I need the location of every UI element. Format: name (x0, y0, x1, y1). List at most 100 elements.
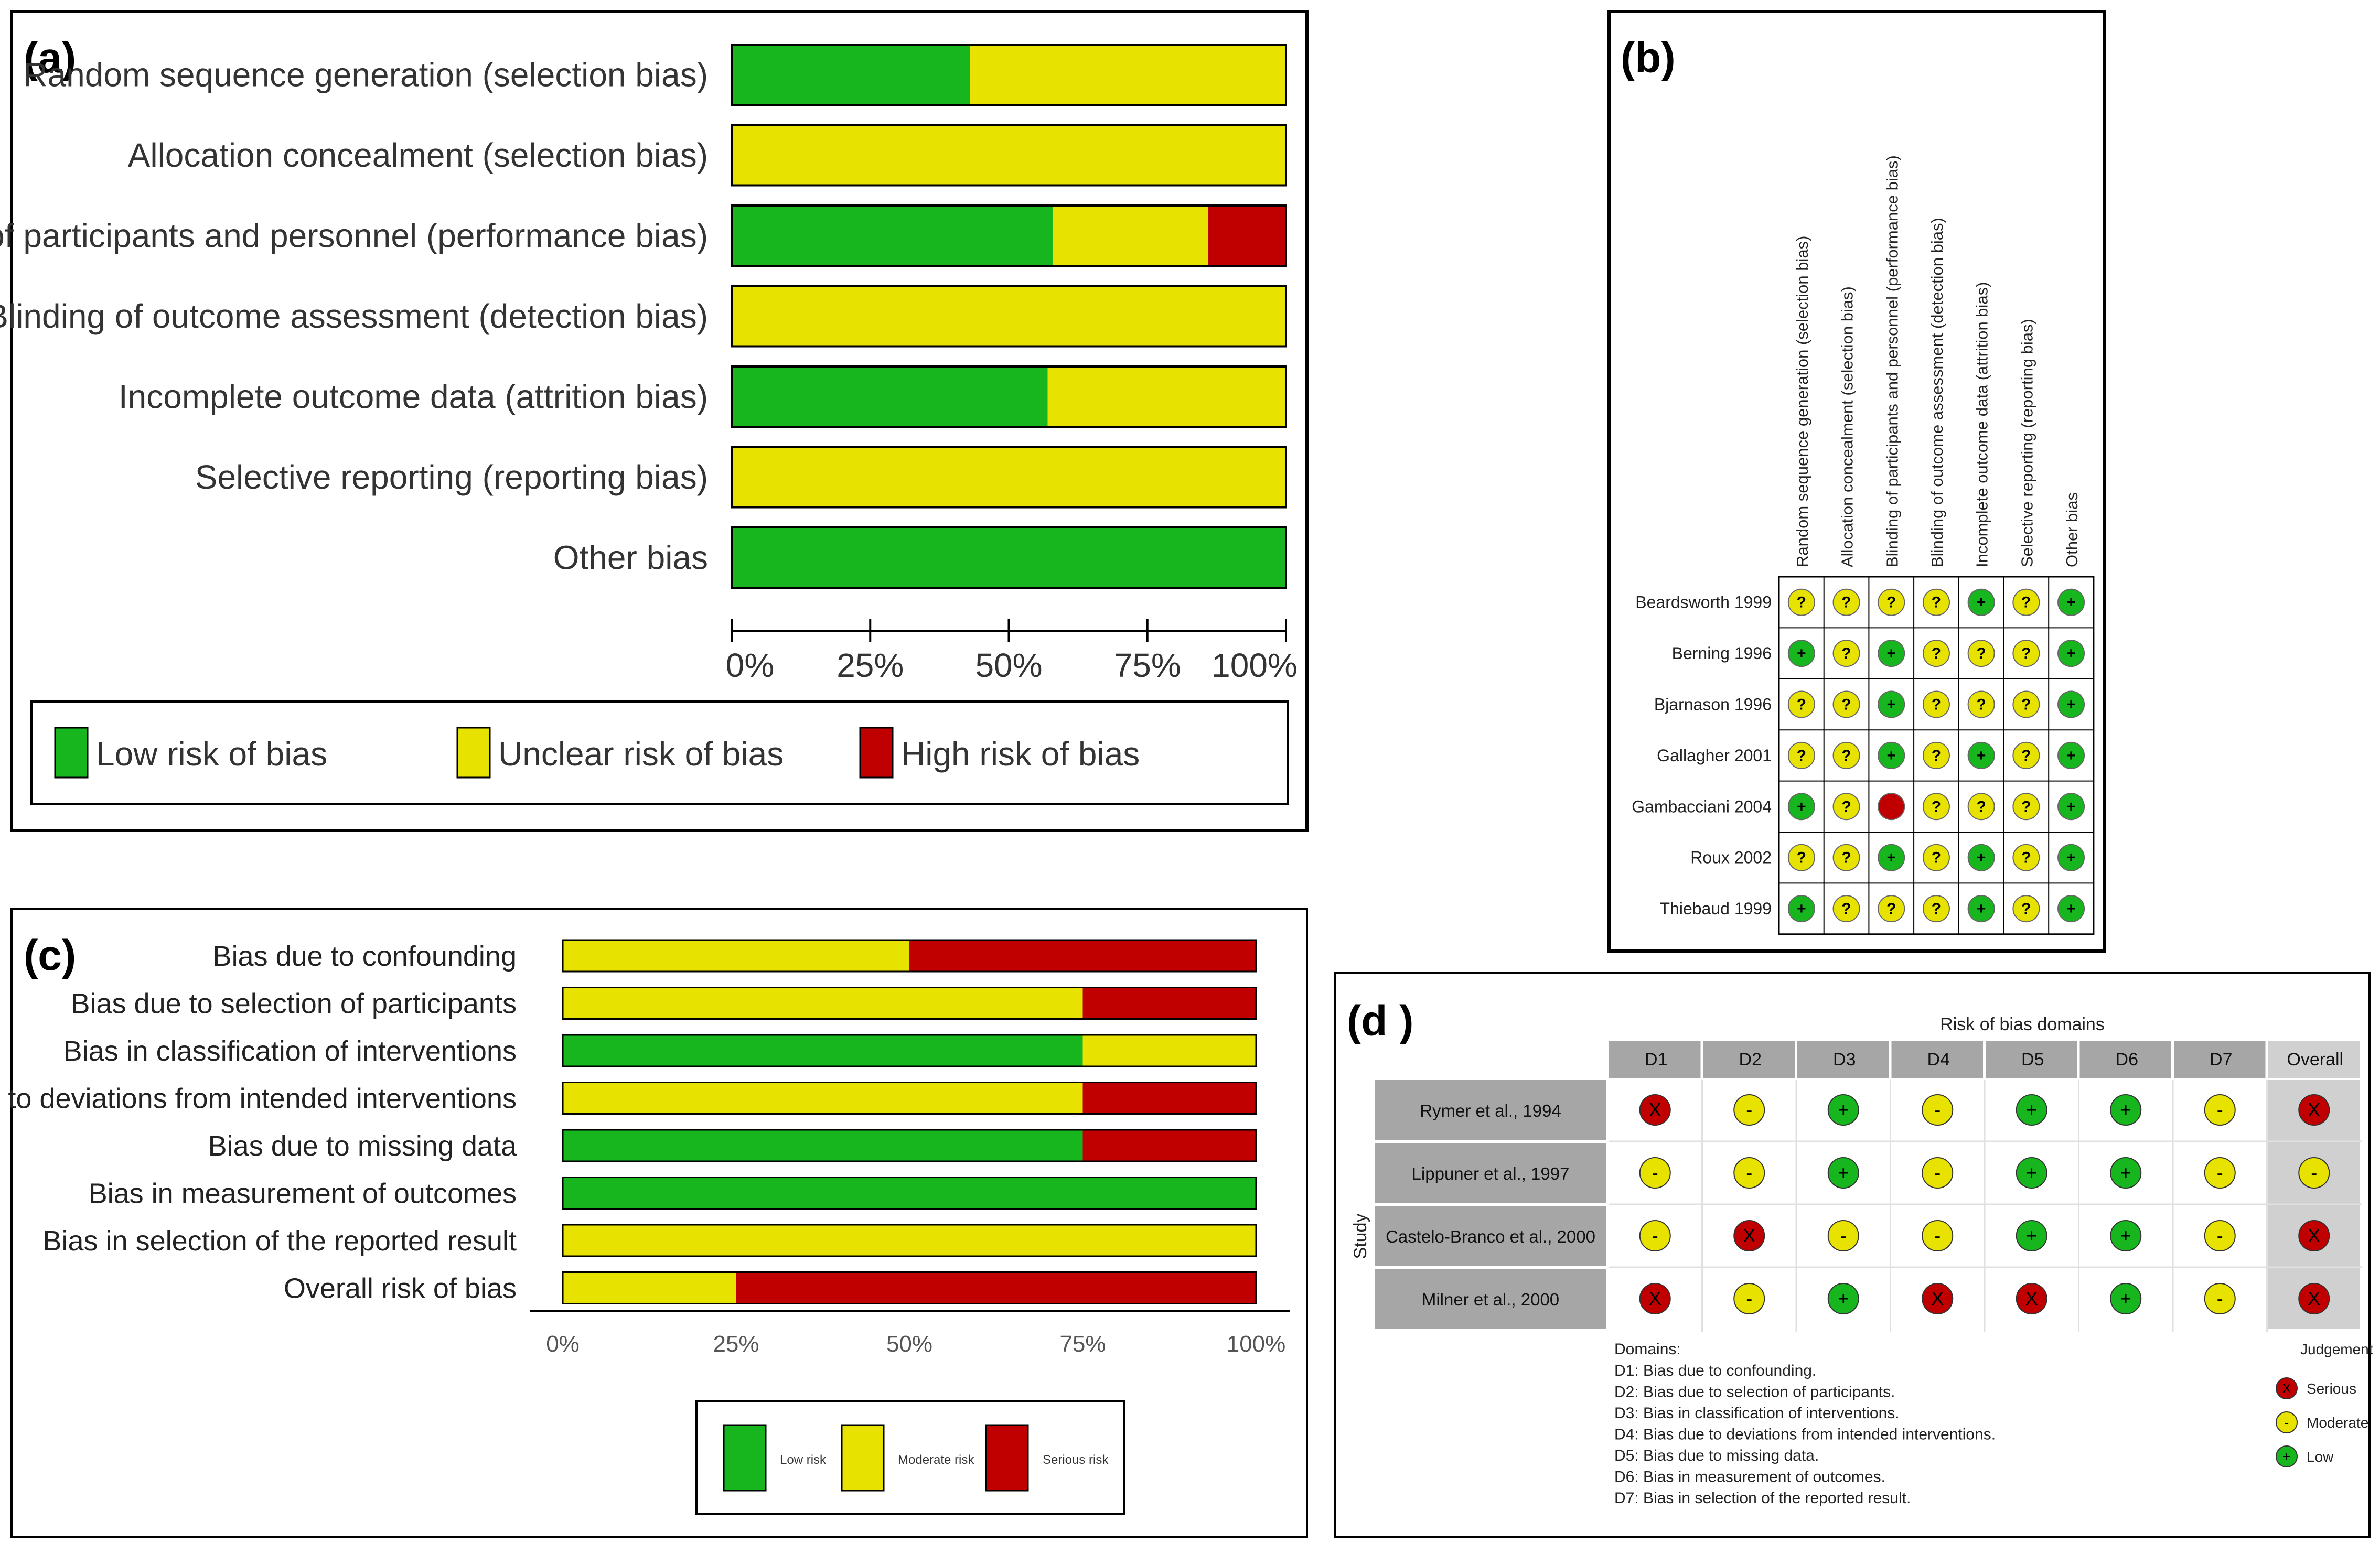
panel-b-study-label: Bjarnason 1996 (1654, 695, 1772, 714)
panel-c-legend-serious-label: Serious risk (1043, 1453, 1109, 1467)
panel-d-judgement-title: Judgement (2300, 1341, 2373, 1357)
panel-c-bar-segment (563, 1272, 736, 1304)
panel-c-tick-label: 75% (1059, 1331, 1106, 1357)
panel-b-judgement-dot (1922, 895, 1950, 923)
panel-d-judgement-dot (1827, 1220, 1859, 1251)
panel-b-judgement-dot (2012, 690, 2040, 718)
panel-b-judgement-dot (2012, 741, 2040, 769)
panel-d-column-header: D5 (2021, 1050, 2044, 1070)
panel-b-judgement-symbol: + (1797, 645, 1806, 662)
panel-a-category-label: Incomplete outcome data (attrition bias) (119, 378, 708, 416)
panel-d-judgement-dot (1639, 1157, 1671, 1189)
panel-d-judgement-dot (2204, 1283, 2236, 1314)
panel-a-x-axis: 0% 25% 50% 75% 100% (726, 619, 1298, 684)
panel-d-legend-symbol: X (2282, 1380, 2291, 1396)
panel-d-judgement-dot (1639, 1283, 1671, 1314)
panel-d-judgement-dot (1639, 1094, 1671, 1126)
panel-a-bar-segment (732, 527, 1286, 588)
panel-b-judgement-dot (1922, 690, 1950, 718)
panel-d-column-header: D3 (1833, 1050, 1856, 1070)
panel-a-category-label: Blinding of outcome assessment (detectio… (0, 297, 708, 335)
panel-d-study-cell (1375, 1206, 1606, 1266)
panel-d-study-cell (1375, 1269, 1606, 1329)
panel-d-judgement-dot (1827, 1094, 1859, 1126)
panel-d-legend-label: Low (2307, 1449, 2334, 1465)
panel-b-judgement-symbol: ? (1932, 696, 1941, 714)
panel-a-legend-low-swatch (54, 727, 89, 779)
panel-d-legend-symbol: + (2282, 1449, 2290, 1464)
panel-b-judgement-dot (1787, 640, 1815, 667)
panel-d-judgement-symbol: X (2025, 1288, 2038, 1309)
panel-d-judgement-symbol: X (2308, 1225, 2320, 1246)
panel-d-judgement-dot (1639, 1220, 1671, 1251)
panel-b-column-header: Random sequence generation (selection bi… (1793, 236, 1811, 567)
panel-a-tick-label: 50% (975, 646, 1042, 684)
panel-d-domain-item: D1: Bias due to confounding. (1614, 1362, 1816, 1379)
panel-d-judgement-symbol: - (1746, 1162, 1752, 1183)
panel-d-domain-item: D7: Bias in selection of the reported re… (1614, 1490, 1911, 1507)
panel-d-judgement-dot (2110, 1283, 2142, 1314)
panel-b-judgement-symbol: ? (1976, 696, 1986, 714)
panel-a-label: (a) (24, 34, 76, 82)
panel-d-judgement-symbol: - (1746, 1099, 1752, 1120)
panel-b-judgement-symbol: ? (1841, 594, 1851, 611)
panel-d-legend-dot (2276, 1445, 2298, 1467)
panel-d-judgement-symbol: + (1838, 1099, 1849, 1120)
panel-b-judgement-dot (1967, 588, 1995, 616)
panel-b-judgement-symbol: ? (1841, 747, 1851, 764)
panel-a-category-label: Other bias (553, 539, 708, 577)
panel-c-legend-moderate-swatch (841, 1424, 885, 1492)
panel-b-judgement-symbol: ? (1932, 849, 1941, 867)
panel-d-judgement-symbol: - (1652, 1225, 1658, 1246)
panel-d-judgement-dot (2016, 1283, 2047, 1314)
panel-a-category-label: Selective reporting (reporting bias) (195, 458, 708, 496)
panel-b-judgement-symbol: + (1977, 900, 1986, 918)
panel-b-judgement-dot (2057, 741, 2085, 769)
panel-d-judgement-symbol: X (1649, 1288, 1661, 1309)
panel-d-column-header: D1 (1645, 1050, 1667, 1070)
panel-b-judgement-symbol: ? (2021, 696, 2031, 714)
panel-d-judgement-symbol: + (2120, 1288, 2131, 1309)
panel-b-judgement-symbol: + (2066, 798, 2076, 815)
panel-b-judgement-dot (1832, 640, 1860, 667)
panel-d-judgement-dot (2110, 1157, 2142, 1189)
panel-d-judgement-symbol: - (1840, 1225, 1847, 1246)
panel-c-bar-segment (1082, 1130, 1256, 1161)
panel-b-judgement-symbol: + (1977, 594, 1986, 611)
panel-d-judgement-symbol: - (2217, 1288, 2223, 1309)
panel-d-judgement-symbol: - (1746, 1288, 1752, 1309)
panel-d-judgement-dot (1922, 1220, 1954, 1251)
panel-a-legend-high-label: High risk of bias (901, 735, 1140, 773)
panel-d-column-header: D4 (1927, 1050, 1950, 1070)
panel-b-study-label: Gallagher 2001 (1657, 746, 1772, 765)
panel-d-judgement-symbol: X (1743, 1225, 1755, 1246)
panel-b-judgement-symbol: ? (1932, 747, 1941, 764)
panel-b-judgement-symbol: + (1797, 900, 1806, 918)
panel-d-judgement-dot (1827, 1157, 1859, 1189)
panel-d-column-header-cell (1797, 1041, 1889, 1078)
panel-a-bars (731, 44, 1287, 589)
panel-b-judgement-dot (1878, 588, 1905, 616)
panel-d-judgement-dot (2016, 1157, 2047, 1189)
panel-b-study-label: Berning 1996 (1672, 644, 1772, 663)
panel-b-judgement-symbol: ? (2021, 594, 2031, 611)
panel-b-judgement-symbol: ? (2021, 645, 2031, 662)
panel-d-study-cell (1375, 1143, 1606, 1203)
panel-d-judgement-dot (2298, 1283, 2330, 1314)
panel-c-label: (c) (24, 932, 76, 979)
panel-b-judgement-dot (1832, 793, 1860, 821)
panel-d-study-label: Milner et al., 2000 (1422, 1290, 1559, 1309)
panel-b-study-label: Gambacciani 2004 (1632, 797, 1772, 816)
panel-c-bar-segment (1082, 1035, 1256, 1066)
panel-b-study-label: Thiebaud 1999 (1659, 899, 1772, 918)
panel-c-category-label: Bias in classification of interventions (63, 1035, 517, 1067)
panel-a-bar-outline (731, 446, 1287, 509)
panel-d-judgement-symbol: X (2308, 1099, 2320, 1120)
panel-c-category-label: Bias due to confounding (213, 941, 517, 972)
panel-c-bar-segment (563, 1082, 1083, 1114)
panel-b-judgement-dot (2057, 690, 2085, 718)
panel-b-judgement-symbol: + (2066, 594, 2076, 611)
panel-b-judgement-symbol: ? (1976, 645, 1986, 662)
panel-b-judgement-symbol: + (1977, 747, 1986, 764)
